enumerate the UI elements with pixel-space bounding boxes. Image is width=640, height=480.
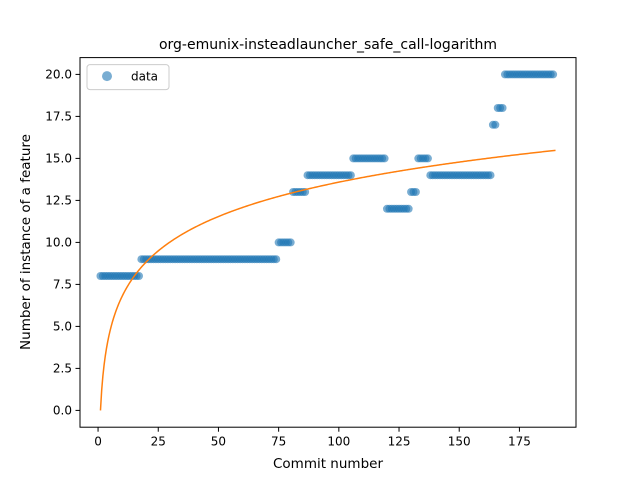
x-tick-label: 100 [327, 435, 350, 449]
data-point [423, 154, 432, 163]
legend-frame [86, 64, 170, 91]
y-axis-ticks: 0.0 2.5 5.0 7.5 10.0 12.5 15.0 17.5 20.0 [45, 68, 80, 418]
data-point [346, 171, 355, 180]
data-point [134, 272, 143, 280]
chart-title: org-emunix-insteadlauncher_safe_call-log… [159, 37, 497, 53]
legend: data [86, 64, 170, 91]
data-point [380, 154, 389, 163]
x-axis-label: Commit number [273, 456, 383, 472]
legend-label-data: data [131, 70, 158, 84]
data-point [411, 188, 420, 196]
x-tick-label: 25 [151, 435, 166, 449]
x-tick-label: 125 [388, 435, 411, 449]
x-tick-label: 175 [508, 435, 531, 449]
data-point [498, 104, 507, 112]
y-tick-label: 20.0 [45, 68, 72, 82]
data-points [96, 70, 558, 280]
y-tick-label: 10.0 [45, 236, 72, 250]
data-point [491, 120, 500, 129]
x-tick-label: 75 [271, 435, 286, 449]
data-point [549, 70, 558, 79]
x-tick-label: 0 [94, 435, 102, 449]
fit-curve-layer [99, 149, 556, 411]
x-tick-label: 150 [448, 435, 471, 449]
y-tick-label: 2.5 [53, 362, 72, 376]
y-tick-label: 7.5 [53, 278, 72, 292]
x-axis-ticks: 0 25 50 75 100 125 150 175 [94, 427, 531, 449]
legend-marker-data [102, 71, 112, 82]
y-tick-label: 0.0 [53, 404, 72, 418]
data-point [404, 204, 413, 213]
y-axis-label: Number of instance of a feature [18, 134, 34, 350]
y-tick-label: 5.0 [53, 320, 72, 334]
data-point [486, 171, 495, 180]
y-tick-label: 15.0 [45, 152, 72, 166]
data-point [272, 255, 281, 264]
y-tick-label: 12.5 [45, 194, 72, 208]
y-tick-label: 17.5 [45, 110, 72, 124]
x-tick-label: 50 [211, 435, 226, 449]
data-point [286, 238, 295, 247]
fit-curve [99, 149, 556, 411]
